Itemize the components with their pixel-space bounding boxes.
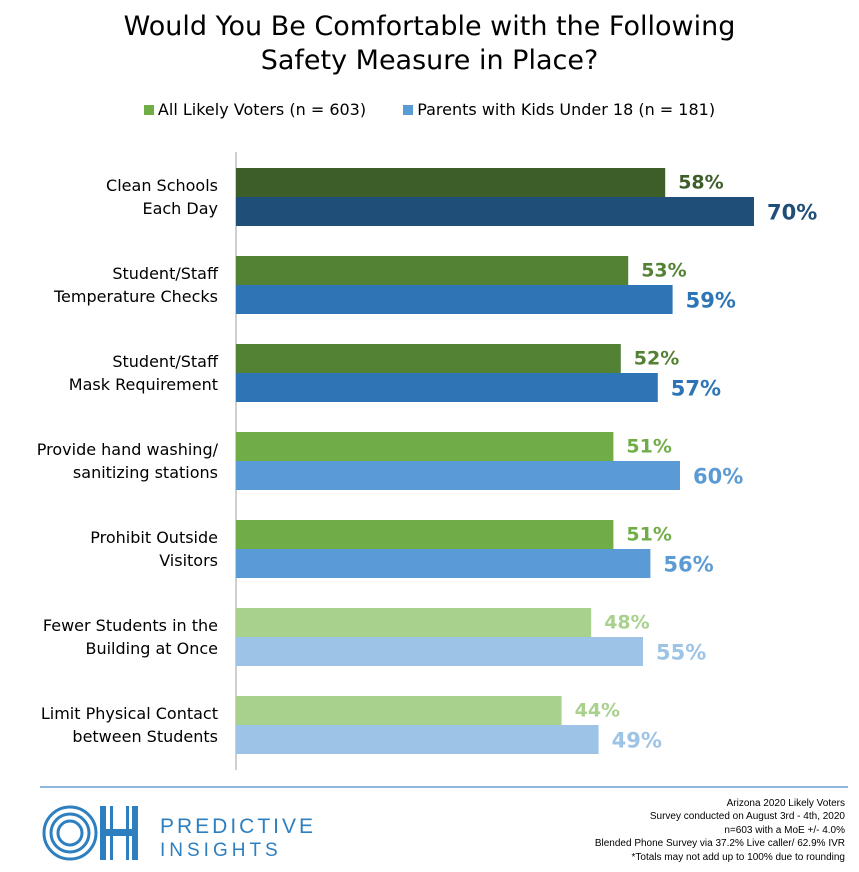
category-label-line-1: Limit Physical Contact xyxy=(41,704,218,723)
category-label-line-1: Prohibit Outside xyxy=(90,528,218,547)
category-label-line-1: Provide hand washing/ xyxy=(37,440,219,459)
category-label-line-1: Clean Schools xyxy=(106,176,218,195)
chart-title-line-1: Would You Be Comfortable with the Follow… xyxy=(123,11,736,42)
bar-all-likely-voters xyxy=(236,168,666,197)
bar-parents-kids-under-18 xyxy=(236,637,643,666)
category-label-line-2: Visitors xyxy=(159,551,218,570)
bar-all-likely-voters xyxy=(236,696,562,725)
category-label-line-1: Student/Staff xyxy=(112,352,219,371)
bar-all-likely-voters xyxy=(236,432,614,461)
legend-label-parents: Parents with Kids Under 18 (n = 181) xyxy=(417,100,716,119)
data-label-all-likely-voters: 48% xyxy=(604,612,649,634)
bar-parents-kids-under-18 xyxy=(236,549,651,578)
category-label-line-2: sanitizing stations xyxy=(73,463,218,482)
bar-all-likely-voters xyxy=(236,520,614,549)
chart-title-line-2: Safety Measure in Place? xyxy=(260,45,599,76)
note-line: Blended Phone Survey via 37.2% Live call… xyxy=(594,838,845,850)
data-label-all-likely-voters: 53% xyxy=(641,260,686,282)
note-line: n=603 with a MoE +/- 4.0% xyxy=(724,824,845,836)
legend-item-voters: All Likely Voters (n = 603) xyxy=(143,100,367,119)
category-label-line-2: Each Day xyxy=(142,199,218,218)
category-label-line-2: Temperature Checks xyxy=(53,287,218,306)
data-label-parents-kids-under-18: 70% xyxy=(767,201,817,225)
oh-logo xyxy=(42,805,138,861)
legend-label-voters: All Likely Voters (n = 603) xyxy=(157,100,367,119)
chart-title: Would You Be Comfortable with the Follow… xyxy=(0,10,859,78)
brand-name-line-2: INSIGHTS xyxy=(160,840,282,861)
note-line: *Totals may not add up to 100% due to ro… xyxy=(631,851,845,863)
legend-item-parents: Parents with Kids Under 18 (n = 181) xyxy=(403,100,715,119)
bar-all-likely-voters xyxy=(236,344,621,373)
category-label-line-2: between Students xyxy=(72,727,218,746)
category-label-line-1: Fewer Students in the xyxy=(43,616,218,635)
note-line: Arizona 2020 Likely Voters xyxy=(726,798,845,809)
survey-notes: Arizona 2020 Likely Voters Survey conduc… xyxy=(595,797,845,864)
data-label-parents-kids-under-18: 60% xyxy=(693,465,743,489)
bar-parents-kids-under-18 xyxy=(236,461,680,490)
bar-parents-kids-under-18 xyxy=(236,197,754,226)
category-label-line-2: Building at Once xyxy=(85,639,218,658)
data-label-parents-kids-under-18: 55% xyxy=(656,641,706,665)
bar-chart: Clean Schools Each Day 58% 70% Student/Staff… xyxy=(37,152,817,770)
data-label-parents-kids-under-18: 56% xyxy=(663,553,713,577)
brand-name-line-1: PREDICTIVE xyxy=(160,815,317,838)
bar-parents-kids-under-18 xyxy=(236,373,658,402)
bar-parents-kids-under-18 xyxy=(236,285,673,314)
legend-swatch-voters xyxy=(143,105,154,115)
legend: All Likely Voters (n = 603) Parents with… xyxy=(0,100,859,119)
data-label-parents-kids-under-18: 49% xyxy=(612,729,662,753)
data-label-all-likely-voters: 44% xyxy=(575,700,620,722)
footer-divider xyxy=(40,786,848,788)
bar-parents-kids-under-18 xyxy=(236,725,599,754)
data-label-parents-kids-under-18: 57% xyxy=(671,377,721,401)
bar-all-likely-voters xyxy=(236,608,592,637)
note-line: Survey conducted on August 3rd - 4th, 20… xyxy=(649,811,845,823)
category-label-line-1: Student/Staff xyxy=(112,264,219,283)
category-label-line-2: Mask Requirement xyxy=(69,375,218,394)
data-label-all-likely-voters: 52% xyxy=(634,348,679,370)
data-label-all-likely-voters: 51% xyxy=(626,436,671,458)
legend-swatch-parents xyxy=(403,105,414,115)
bar-all-likely-voters xyxy=(236,256,629,285)
data-label-all-likely-voters: 58% xyxy=(678,172,723,194)
data-label-parents-kids-under-18: 59% xyxy=(686,289,736,313)
data-label-all-likely-voters: 51% xyxy=(626,524,671,546)
